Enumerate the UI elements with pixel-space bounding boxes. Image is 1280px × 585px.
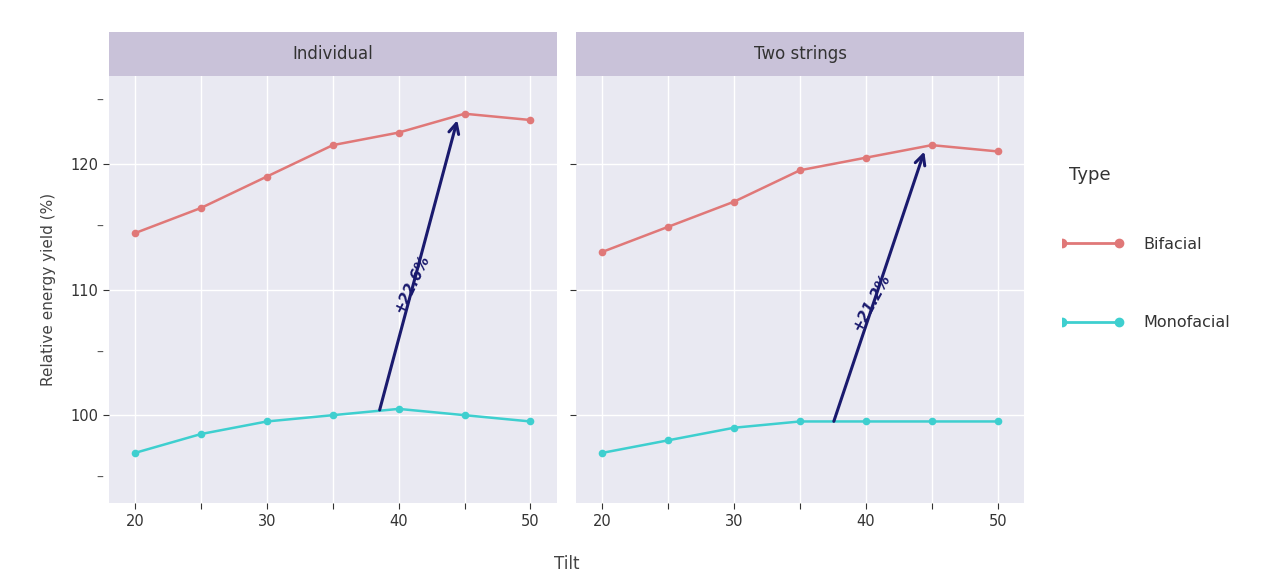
Y-axis label: Relative energy yield (%): Relative energy yield (%) xyxy=(41,193,56,386)
Text: –: – xyxy=(96,94,104,108)
Text: –: – xyxy=(96,471,104,485)
Text: Two strings: Two strings xyxy=(754,45,846,63)
Text: Monofacial: Monofacial xyxy=(1143,315,1230,331)
Text: +22.6%: +22.6% xyxy=(392,252,433,315)
Text: –: – xyxy=(96,345,104,359)
Text: +21.2%: +21.2% xyxy=(850,271,893,333)
Text: Tilt: Tilt xyxy=(554,555,579,573)
Text: Individual: Individual xyxy=(292,45,374,63)
Text: –: – xyxy=(96,220,104,234)
Text: Bifacial: Bifacial xyxy=(1143,237,1202,252)
Text: Type: Type xyxy=(1069,167,1111,184)
